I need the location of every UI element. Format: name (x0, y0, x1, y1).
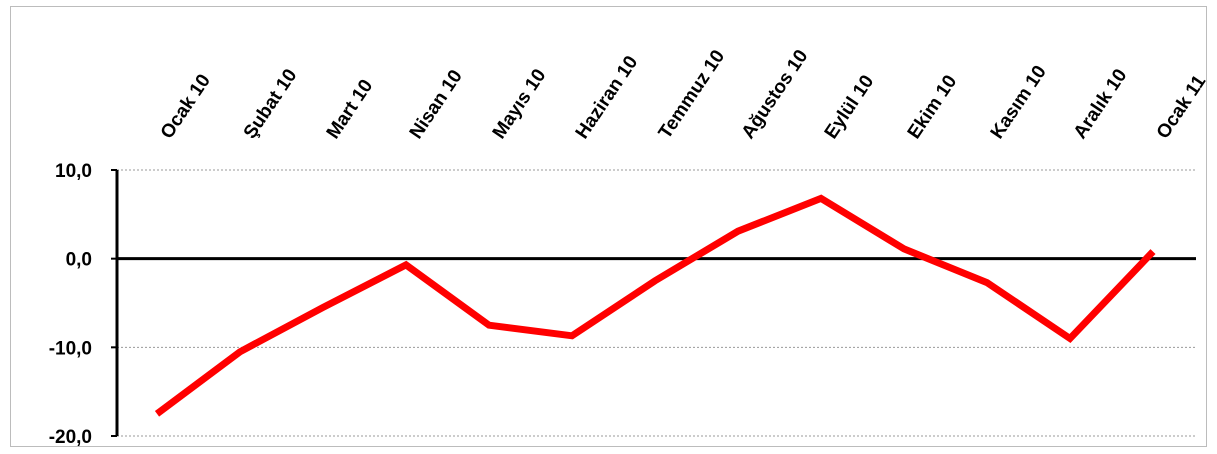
x-tick-label: Eylül 10 (821, 72, 879, 143)
x-tick-label: Aralık 10 (1070, 65, 1132, 142)
x-tick-label: Ekim 10 (904, 72, 962, 143)
x-tick-label: Kasım 10 (987, 62, 1051, 143)
y-tick-label: -20,0 (49, 427, 92, 448)
x-tick-label: Ocak 10 (157, 71, 215, 143)
x-tick-label: Nisan 10 (406, 66, 467, 143)
x-tick-label: Temmuz 10 (655, 46, 729, 142)
x-tick-labels: Ocak 10 Şubat 10 Mart 10 Nisan 10 Mayıs 10 Ha… (157, 46, 1211, 143)
x-tick-label: Ocak 11 (1153, 71, 1211, 143)
x-tick-label: Şubat 10 (240, 65, 302, 142)
y-tick-label: -10,0 (49, 338, 92, 359)
series-line (154, 194, 1156, 417)
y-tick-label: 0,0 (66, 250, 92, 271)
x-tick-label: Mart 10 (323, 76, 378, 143)
x-tick-label: Ağustos 10 (738, 46, 813, 143)
x-tick-label: Haziran 10 (572, 52, 643, 143)
gridlines (117, 169, 1196, 437)
y-tick-labels: 10,0 0,0 -10,0 -20,0 (49, 161, 117, 448)
y-tick-label: 10,0 (55, 161, 92, 182)
x-tick-label: Mayıs 10 (489, 65, 551, 142)
